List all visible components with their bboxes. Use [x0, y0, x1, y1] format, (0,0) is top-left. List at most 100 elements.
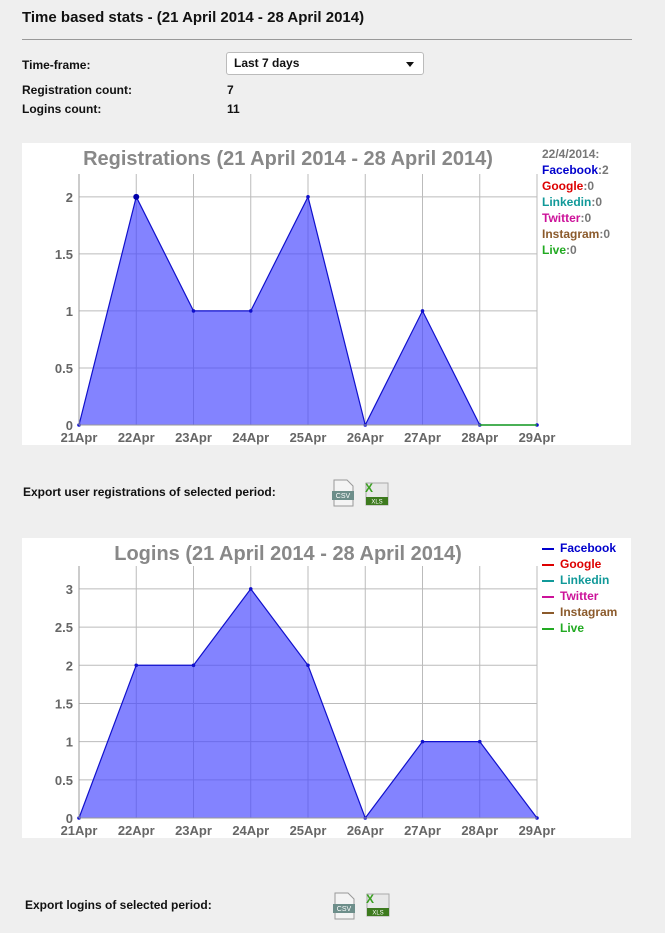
registrations-legend: 22/4/2014: Facebook:2 Google:0 Linkedin:0 T… [542, 146, 610, 258]
y-tick-label: 1.5 [55, 696, 73, 711]
data-point [306, 663, 310, 668]
y-tick-label: 1 [66, 735, 73, 750]
timeframe-label: Time-frame: [22, 58, 91, 72]
legend-series-value: :0 [580, 211, 592, 225]
legend-date: 22/4/2014: [542, 147, 600, 161]
x-tick-label: 22Apr [118, 430, 155, 445]
y-tick-label: 0.5 [55, 361, 73, 376]
legend-item-instagram: Instagram:0 [542, 226, 610, 242]
chart-title: Logins (21 April 2014 - 28 April 2014) [114, 543, 462, 565]
logins-chart-svg: Logins (21 April 2014 - 28 April 2014)21… [55, 543, 556, 838]
legend-item-google: Google:0 [542, 178, 610, 194]
logins-count-label: Logins count: [22, 102, 102, 116]
x-tick-label: 29Apr [519, 430, 556, 445]
csv-icon-label: CSV [337, 906, 352, 913]
x-tick-label: 21Apr [61, 823, 98, 838]
legend-item-facebook: Facebook:2 [542, 162, 610, 178]
x-tick-label: 27Apr [404, 430, 441, 445]
legend-series-name: Instagram [542, 227, 600, 241]
legend-series-name: Twitter [560, 589, 599, 603]
timeframe-select[interactable]: Last 7 days [226, 52, 424, 75]
registration-count-value: 7 [227, 83, 234, 97]
data-point [420, 309, 425, 313]
legend-item-facebook: Facebook [542, 540, 617, 556]
xls-icon-label: XLS [371, 500, 382, 506]
highlight-point [133, 193, 140, 200]
csv-file-icon: CSV [332, 479, 354, 507]
x-tick-label: 28Apr [461, 823, 498, 838]
y-tick-label: 0 [66, 811, 73, 826]
x-tick-label: 26Apr [347, 430, 384, 445]
xls-icon-mark: X [366, 892, 374, 906]
legend-item-linkedin: Linkedin [542, 572, 617, 588]
legend-series-name: Linkedin [560, 573, 610, 587]
legend-series-value: :0 [599, 227, 611, 241]
export-logins-label: Export logins of selected period: [25, 898, 212, 912]
legend-series-name: Twitter [542, 211, 581, 225]
logins-count-value: 11 [227, 102, 240, 116]
chevron-down-icon [406, 62, 414, 67]
series-area [79, 588, 537, 818]
legend-series-name: Live [542, 243, 567, 257]
page-title: Time based stats - (21 April 2014 - 28 A… [22, 9, 365, 26]
x-tick-label: 28Apr [461, 430, 498, 445]
csv-export-icon[interactable]: CSV [331, 479, 355, 507]
title-divider [22, 39, 632, 40]
y-tick-label: 2 [66, 658, 73, 673]
x-tick-label: 29Apr [519, 823, 556, 838]
x-tick-label: 25Apr [290, 430, 327, 445]
logins-legend: Facebook Google Linkedin Twitter Instagram Li… [542, 540, 617, 636]
legend-series-name: Instagram [560, 605, 618, 619]
x-tick-label: 25Apr [290, 823, 327, 838]
data-point [191, 309, 196, 313]
xls-file-icon: XLS X [365, 481, 389, 506]
legend-series-name: Facebook [542, 163, 599, 177]
x-tick-label: 27Apr [404, 823, 441, 838]
y-tick-label: 3 [66, 582, 73, 597]
data-point [248, 587, 253, 591]
xls-export-icon[interactable]: XLS X [362, 479, 389, 507]
legend-series-value: :0 [583, 179, 595, 193]
x-tick-label: 22Apr [118, 823, 155, 838]
x-tick-label: 21Apr [61, 430, 98, 445]
legend-item-twitter: Twitter [542, 588, 617, 604]
xls-icon-label: XLS [372, 911, 383, 917]
legend-series-name: Live [560, 621, 585, 635]
legend-item-google: Google [542, 556, 617, 572]
timeframe-select-value: Last 7 days [234, 56, 300, 70]
registrations-chart-svg: Registrations (21 April 2014 - 28 April … [55, 148, 556, 445]
legend-item-twitter: Twitter:0 [542, 210, 610, 226]
x-tick-label: 26Apr [347, 823, 384, 838]
legend-series-name: Linkedin [542, 195, 592, 209]
y-tick-label: 1 [66, 304, 73, 319]
legend-series-value: :0 [591, 195, 603, 209]
x-tick-label: 23Apr [175, 823, 212, 838]
csv-file-icon: CSV [333, 892, 355, 920]
y-tick-label: 1.5 [55, 247, 73, 262]
data-point [420, 739, 425, 744]
legend-swatch [542, 547, 554, 550]
xls-export-icon-logins[interactable]: XLS X [363, 890, 390, 918]
data-point [477, 739, 482, 744]
csv-icon-label: CSV [336, 493, 351, 500]
legend-series-name: Facebook [560, 541, 617, 555]
data-point [191, 663, 196, 668]
series-area [79, 196, 537, 425]
csv-export-icon-logins[interactable]: CSV [332, 892, 356, 920]
legend-swatch [542, 611, 554, 614]
x-tick-label: 24Apr [232, 430, 269, 445]
data-point [248, 309, 253, 313]
legend-item-live: Live [542, 620, 617, 636]
data-point [134, 663, 139, 668]
legend-series-value: :2 [598, 163, 609, 177]
registrations-chart[interactable]: Registrations (21 April 2014 - 28 April … [22, 143, 631, 445]
logins-chart[interactable]: Logins (21 April 2014 - 28 April 2014) 21… [22, 538, 631, 838]
legend-swatch [542, 563, 554, 566]
x-tick-label: 23Apr [175, 430, 212, 445]
chart-title: Registrations (21 April 2014 - 28 April … [83, 148, 493, 170]
xls-icon-mark: X [365, 481, 373, 495]
legend-item-linkedin: Linkedin:0 [542, 194, 610, 210]
legend-series-name: Google [542, 179, 584, 193]
y-tick-label: 2 [66, 190, 73, 205]
legend-series-name: Google [560, 557, 602, 571]
